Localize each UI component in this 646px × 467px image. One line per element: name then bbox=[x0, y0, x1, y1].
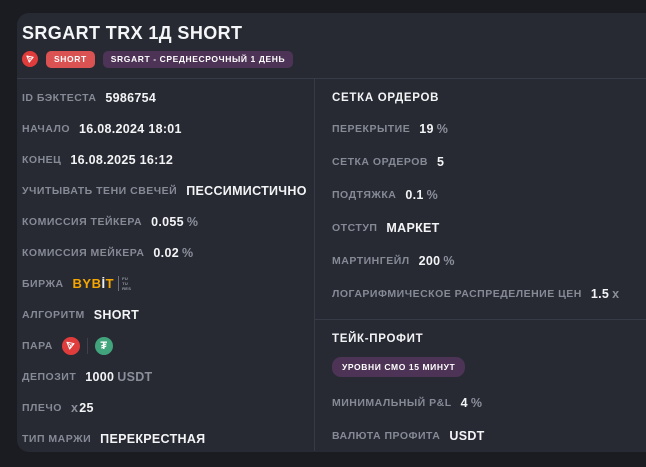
field-value: 1000 USDT bbox=[85, 369, 153, 384]
field-label: ДЕПОЗИТ bbox=[22, 370, 77, 383]
trx-coin-icon bbox=[22, 51, 38, 68]
field-label: БИРЖА bbox=[22, 277, 64, 290]
field-value: 19% bbox=[419, 121, 449, 136]
cmo-levels-badge: УРОВНИ СМО 15 МИНУТ bbox=[332, 357, 466, 377]
field-value: 16.08.2024 18:01 bbox=[79, 121, 182, 136]
tron-logo-icon bbox=[66, 341, 75, 350]
trx-coin-icon bbox=[61, 336, 80, 355]
backtest-card: SRGART TRX 1Д SHORT SHORT SRGART - СРЕДН… bbox=[17, 13, 646, 452]
orders-grid-section-title: СЕТКА ОРДЕРОВ bbox=[332, 92, 440, 104]
row-algorithm: АЛГОРИТМ SHORT bbox=[22, 299, 314, 330]
row-candle-shadows: УЧИТЫВАТЬ ТЕНИ СВЕЧЕЙ ПЕССИМИСТИЧНО bbox=[22, 175, 314, 206]
row-trailing: ПОДТЯЖКА 0.1% bbox=[332, 178, 646, 211]
field-label: ПОДТЯЖКА bbox=[332, 188, 397, 201]
short-badge: SHORT bbox=[46, 51, 95, 68]
general-settings-column: ID БЭКТЕСТА 5986754 НАЧАЛО 16.08.2024 18… bbox=[17, 79, 315, 451]
row-taker-fee: КОМИССИЯ ТЕЙКЕРА 0.055% bbox=[22, 206, 314, 237]
row-start-date: НАЧАЛО 16.08.2024 18:01 bbox=[22, 113, 314, 144]
field-value: 5 bbox=[437, 154, 445, 169]
details-columns: ID БЭКТЕСТА 5986754 НАЧАЛО 16.08.2024 18… bbox=[17, 79, 646, 451]
field-value: 200% bbox=[418, 253, 455, 268]
page-title: SRGART TRX 1Д SHORT bbox=[22, 23, 243, 43]
field-label: ТИП МАРЖИ bbox=[22, 432, 92, 445]
field-label: МАРТИНГЕЙЛ bbox=[332, 254, 410, 267]
field-label: ID БЭКТЕСТА bbox=[22, 91, 97, 104]
field-label: ПАРА bbox=[22, 339, 53, 352]
field-value: 0.055% bbox=[151, 214, 199, 229]
tron-logo-icon bbox=[26, 55, 34, 63]
field-value: x25 bbox=[70, 400, 94, 415]
bybit-wordmark: BYBİT bbox=[72, 276, 115, 291]
bybit-futures-label: FU TU RES bbox=[118, 276, 131, 291]
section-divider bbox=[315, 319, 646, 320]
pair-divider bbox=[86, 337, 88, 354]
row-martingale: МАРТИНГЕЙЛ 200% bbox=[332, 244, 646, 277]
field-value: 0.1% bbox=[405, 187, 439, 202]
row-log-distribution: ЛОГАРИФМИЧЕСКОЕ РАСПРЕДЕЛЕНИЕ ЦЕН 1.5 x bbox=[332, 277, 646, 310]
badge-row: SHORT SRGART - СРЕДНЕСРОЧНЫЙ 1 ДЕНЬ bbox=[22, 51, 646, 68]
row-pair: ПАРА ₮ bbox=[22, 330, 314, 361]
field-label: КОМИССИЯ ТЕЙКЕРА bbox=[22, 215, 143, 228]
field-label: ОТСТУП bbox=[332, 221, 378, 234]
field-value: 0.02% bbox=[153, 245, 194, 260]
take-profit-rows: МИНИМАЛЬНЫЙ P&L 4% ВАЛЮТА ПРОФИТА USDT bbox=[332, 386, 646, 451]
row-deposit: ДЕПОЗИТ 1000 USDT bbox=[22, 361, 314, 392]
field-value: SHORT bbox=[93, 307, 140, 322]
take-profit-section-title: ТЕЙК-ПРОФИТ bbox=[332, 333, 424, 345]
field-label: ПЕРЕКРЫТИЕ bbox=[332, 122, 411, 135]
field-label: СЕТКА ОРДЕРОВ bbox=[332, 155, 429, 168]
field-label: ЛОГАРИФМИЧЕСКОЕ РАСПРЕДЕЛЕНИЕ ЦЕН bbox=[332, 287, 582, 300]
field-value: 5986754 bbox=[105, 90, 157, 105]
row-overlap: ПЕРЕКРЫТИЕ 19% bbox=[332, 112, 646, 145]
field-label: МИНИМАЛЬНЫЙ P&L bbox=[332, 396, 452, 409]
usdt-coin-icon: ₮ bbox=[94, 336, 113, 355]
field-label: УЧИТЫВАТЬ ТЕНИ СВЕЧЕЙ bbox=[22, 184, 178, 197]
row-end-date: КОНЕЦ 16.08.2025 16:12 bbox=[22, 144, 314, 175]
card-header: SRGART TRX 1Д SHORT SHORT SRGART - СРЕДН… bbox=[17, 13, 646, 79]
field-label: НАЧАЛО bbox=[22, 122, 70, 135]
field-value: ПЕРЕКРЕСТНАЯ bbox=[100, 431, 206, 446]
grid-settings-column: СЕТКА ОРДЕРОВ ПЕРЕКРЫТИЕ 19% СЕТКА ОРДЕР… bbox=[315, 79, 646, 451]
field-label: ВАЛЮТА ПРОФИТА bbox=[332, 429, 441, 442]
field-value: 1.5 x bbox=[590, 286, 620, 301]
row-profit-currency: ВАЛЮТА ПРОФИТА USDT bbox=[332, 419, 646, 451]
field-label: АЛГОРИТМ bbox=[22, 308, 85, 321]
row-leverage: ПЛЕЧО x25 bbox=[22, 392, 314, 423]
row-min-pnl: МИНИМАЛЬНЫЙ P&L 4% bbox=[332, 386, 646, 419]
field-value: 16.08.2025 16:12 bbox=[70, 152, 174, 167]
field-value: МАРКЕТ bbox=[386, 220, 440, 235]
strategy-badge: SRGART - СРЕДНЕСРОЧНЫЙ 1 ДЕНЬ bbox=[102, 51, 294, 68]
row-margin-type: ТИП МАРЖИ ПЕРЕКРЕСТНАЯ bbox=[22, 423, 314, 454]
row-grid-orders: СЕТКА ОРДЕРОВ 5 bbox=[332, 145, 646, 178]
field-label: КОНЕЦ bbox=[22, 153, 62, 166]
field-value: USDT bbox=[449, 428, 485, 443]
field-label: КОМИССИЯ МЕЙКЕРА bbox=[22, 246, 145, 259]
field-value: 4% bbox=[460, 395, 483, 410]
row-backtest-id: ID БЭКТЕСТА 5986754 bbox=[22, 82, 314, 113]
field-value: ПЕССИМИСТИЧНО bbox=[186, 183, 307, 198]
row-exchange: БИРЖА BYBİT FU TU RES bbox=[22, 268, 314, 299]
bybit-logo: BYBİT FU TU RES bbox=[73, 276, 132, 291]
row-maker-fee: КОМИССИЯ МЕЙКЕРА 0.02% bbox=[22, 237, 314, 268]
pair-icons: ₮ bbox=[61, 336, 113, 355]
field-label: ПЛЕЧО bbox=[22, 401, 62, 414]
row-indent: ОТСТУП МАРКЕТ bbox=[332, 211, 646, 244]
orders-grid-rows: ПЕРЕКРЫТИЕ 19% СЕТКА ОРДЕРОВ 5 ПОДТЯЖКА … bbox=[332, 112, 646, 310]
